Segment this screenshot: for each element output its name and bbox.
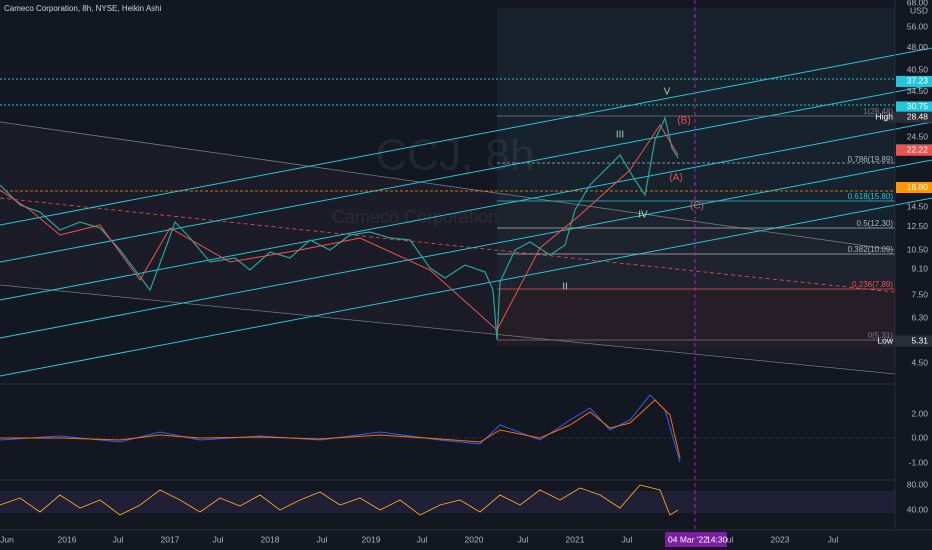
time-label: Jul: [622, 534, 633, 544]
price-tag-note-text: High: [876, 111, 894, 121]
watermark-name: Cameco Corporation: [332, 207, 498, 227]
channel-fill: [0, 122, 895, 372]
time-label: 2021: [566, 534, 585, 544]
signal-line: [0, 399, 681, 459]
cursor-time: 14:30: [706, 534, 728, 544]
watermark-symbol: CCJ, 8h: [376, 131, 535, 180]
wave-label: (C): [690, 201, 704, 212]
macd-line: [0, 394, 681, 463]
time-label: Jul: [417, 534, 428, 544]
price-tag: [896, 182, 932, 194]
time-label: 2023: [771, 534, 790, 544]
zone: [497, 8, 895, 291]
price-label: 9.10: [911, 263, 928, 273]
price-label: 7.50: [911, 289, 928, 299]
price-label: 48.00: [907, 42, 929, 52]
price-label: 34.50: [907, 86, 929, 96]
desc-channel: [0, 121, 896, 375]
macd-label: 2.00: [911, 408, 928, 418]
price-tag-text: 22.22: [907, 144, 929, 154]
rsi-label: 80.00: [907, 479, 929, 489]
price-tag: [896, 101, 932, 113]
price-label: 68.00: [907, 0, 929, 7]
fib-label: 0.382(10.09): [848, 245, 894, 254]
price-label: 12.50: [907, 221, 929, 231]
currency: USD: [910, 5, 928, 15]
price-path-red: [0, 124, 679, 331]
price-label: 40.50: [907, 64, 929, 74]
wave-label: III: [616, 130, 624, 141]
price-tag: [896, 144, 932, 156]
fib-lines: [0, 115, 895, 341]
asc-channel: [0, 47, 932, 377]
fib-label: 0.5(12.30): [857, 219, 894, 228]
price-label: 4.50: [911, 357, 928, 367]
price-tag-note: [882, 335, 896, 347]
price-label: 56.00: [907, 21, 929, 31]
cursor-date: 04 Mar '22: [668, 534, 708, 544]
time-label: 2017: [161, 534, 180, 544]
fib-label: 0.236(7.89): [852, 280, 893, 289]
rsi-label: 40.00: [907, 504, 929, 514]
price-tag-note-text: Low: [877, 335, 893, 345]
fib-label: 0(5.31): [868, 331, 894, 340]
price-label: 24.50: [907, 131, 929, 141]
time-label: ul: [727, 534, 734, 544]
time-label: Jul: [317, 534, 328, 544]
price-label: 14.50: [907, 201, 929, 211]
price-path: [0, 116, 679, 341]
price-tag: [896, 335, 932, 347]
price-tag-text: 5.31: [911, 335, 928, 345]
price-label: 6.30: [911, 313, 928, 323]
time-label: 2019: [362, 534, 381, 544]
time-label: Jul: [213, 534, 224, 544]
time-label: Jul: [518, 534, 529, 544]
rsi-line: [0, 484, 679, 516]
time-label: Jul: [828, 534, 839, 544]
fib-label: 1(28.48): [863, 107, 893, 116]
price-tag-text: 16.80: [907, 182, 929, 192]
price-label: 10.50: [907, 244, 929, 254]
zone: [497, 291, 895, 346]
macd-label: 0.00: [911, 432, 928, 442]
wave-label: (A): [669, 173, 682, 184]
time-label: Jul: [113, 534, 124, 544]
wave-label: IV: [638, 210, 648, 221]
price-tag-text: 28.48: [907, 111, 929, 121]
wave-label: V: [664, 87, 671, 98]
price-tag-note: [882, 111, 896, 123]
time-label: Jun: [0, 534, 14, 544]
price-tag: [896, 111, 932, 123]
macd-label: -1.00: [909, 457, 929, 467]
time-label: 2020: [465, 534, 484, 544]
header-title: Cameco Corporation, 8h, NYSE, Heikin Ash…: [4, 4, 162, 13]
cursor-date-tag: [665, 532, 727, 547]
wave-label: (B): [677, 116, 690, 127]
time-label: 2016: [58, 534, 77, 544]
price-tag-text: 37.23: [907, 76, 929, 86]
rsi-band: [0, 491, 895, 513]
fib-label: 0.618(15.80): [848, 192, 894, 201]
price-tag-text: 30.75: [907, 101, 929, 111]
fib-label: 0.786(19.89): [848, 155, 894, 164]
price-tag: [896, 75, 932, 87]
time-label: 2018: [261, 534, 280, 544]
wave-label: II: [562, 282, 568, 293]
